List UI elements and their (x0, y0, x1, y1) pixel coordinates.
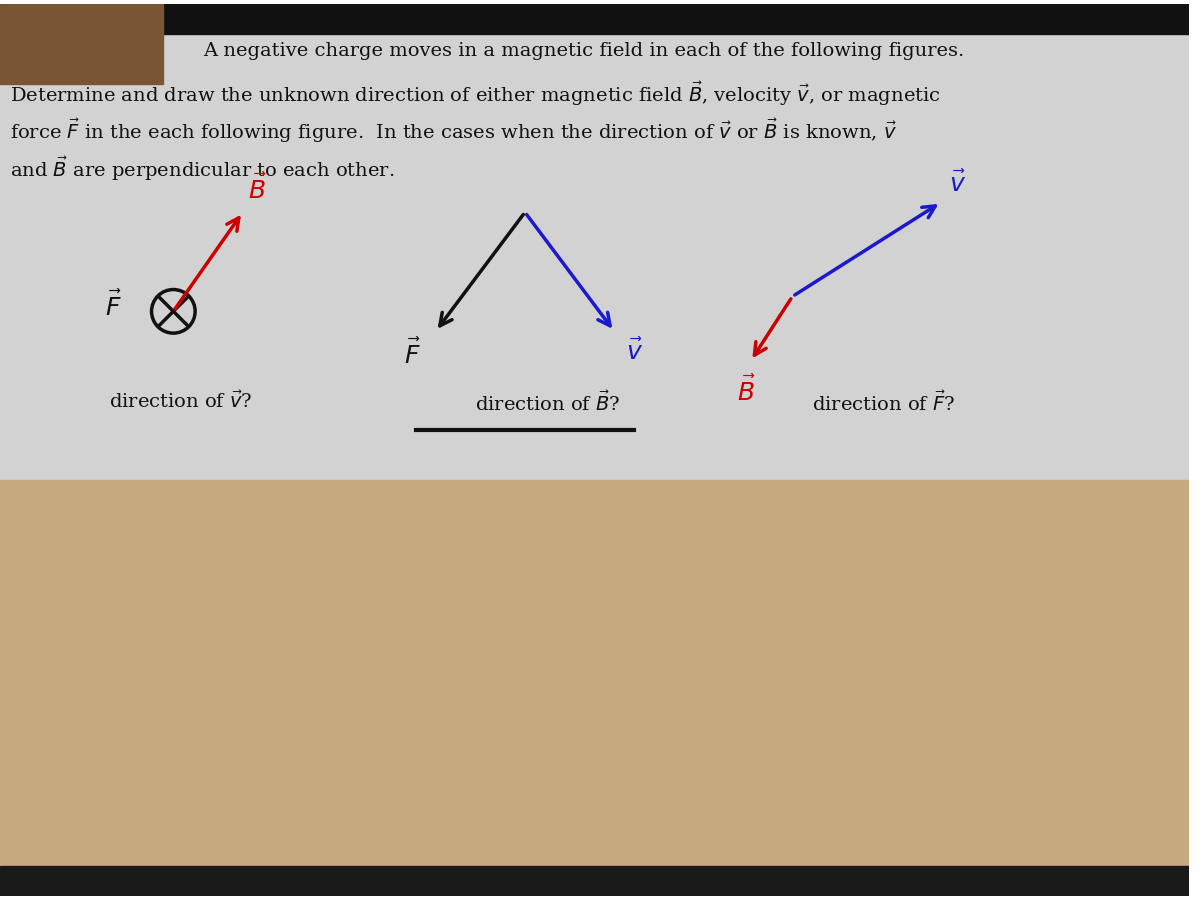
Text: force $\vec{F}$ in the each following figure.  In the cases when the direction o: force $\vec{F}$ in the each following fi… (10, 117, 896, 146)
Text: Determine and draw the unknown direction of either magnetic field $\vec{B}$, vel: Determine and draw the unknown direction… (10, 79, 941, 108)
Text: A negative charge moves in a magnetic field in each of the following figures.: A negative charge moves in a magnetic fi… (203, 42, 965, 60)
Bar (0, 4, 163, 84)
Text: $\vec{v}$: $\vec{v}$ (626, 339, 643, 365)
Text: and $\vec{B}$ are perpendicular to each other.: and $\vec{B}$ are perpendicular to each … (10, 155, 395, 183)
Bar (0, 4, 1188, 34)
Bar (0, 4, 1188, 529)
Bar (0, 480, 1188, 896)
Text: direction of $\vec{v}$?: direction of $\vec{v}$? (109, 391, 252, 412)
Text: direction of $\vec{F}$?: direction of $\vec{F}$? (812, 391, 955, 415)
Text: direction of $\vec{B}$?: direction of $\vec{B}$? (475, 391, 620, 415)
Text: $\vec{B}$: $\vec{B}$ (247, 175, 266, 204)
Bar (0, 866, 1188, 896)
Text: $\vec{B}$: $\vec{B}$ (737, 375, 755, 406)
Text: $\vec{F}$: $\vec{F}$ (106, 292, 122, 321)
Text: $\vec{v}$: $\vec{v}$ (949, 171, 966, 197)
Text: $\vec{F}$: $\vec{F}$ (404, 339, 421, 369)
